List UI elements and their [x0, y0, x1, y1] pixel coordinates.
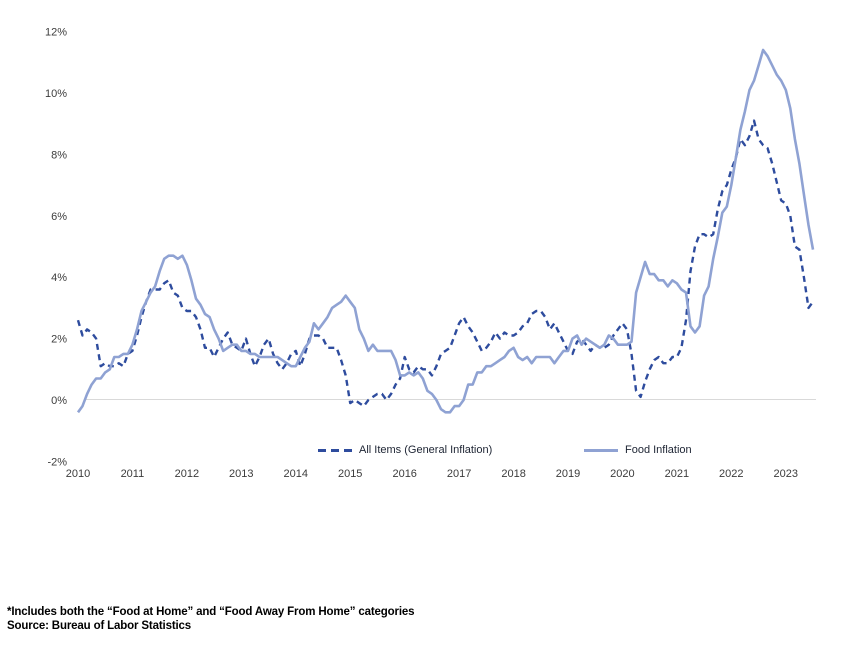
x-axis-tick-label: 2019: [556, 468, 580, 480]
y-axis-tick-label: -2%: [47, 456, 67, 468]
x-axis-tick-label: 2018: [501, 468, 525, 480]
x-axis-tick-label: 2013: [229, 468, 253, 480]
x-axis-tick-label: 2016: [392, 468, 416, 480]
x-axis-tick-label: 2014: [284, 468, 308, 480]
x-axis-tick-label: 2020: [610, 468, 634, 480]
y-axis-tick-label: 6%: [51, 211, 67, 223]
y-axis-tick-label: 0%: [51, 395, 67, 407]
food-solid-line-sample: [584, 448, 618, 452]
x-axis-tick-label: 2015: [338, 468, 362, 480]
y-axis-tick-label: 2%: [51, 334, 67, 346]
y-axis-tick-label: 4%: [51, 272, 67, 284]
inflation-line-chart: -2% 0% 2% 4% 6% 8% 10% 12% 2010 2011 2012 2013 2014 2…: [45, 27, 816, 480]
x-axis-tick-label: 2023: [774, 468, 798, 480]
y-axis-tick-label: 8%: [51, 149, 67, 161]
x-axis-tick-label: 2012: [175, 468, 199, 480]
legend-label-food-inflation: Food Inflation: [625, 444, 692, 456]
food-line: [76, 48, 815, 414]
footnote-categories-note: *Includes both the “Food at Home” and “F…: [7, 606, 415, 618]
x-axis-tick-label: 2017: [447, 468, 471, 480]
x-axis-tick-label: 2010: [66, 468, 90, 480]
footnote-source: Source: Bureau of Labor Statistics: [7, 619, 192, 632]
legend-item-food-inflation: Food Inflation: [584, 444, 692, 456]
footnote: *Includes both the “Food at Home” and “F…: [7, 606, 415, 633]
all-items-line: [76, 119, 814, 408]
y-axis-tick-label: 12%: [45, 27, 67, 39]
all-items-dashed-line-sample: [318, 448, 352, 452]
x-axis-tick-label: 2011: [121, 468, 145, 480]
x-axis-tick-label: 2021: [665, 468, 689, 480]
y-axis-tick-label: 10%: [45, 88, 67, 100]
x-axis-tick-label: 2022: [719, 468, 743, 480]
legend-item-all-items: All Items (General Inflation): [318, 444, 492, 456]
legend-label-all-items: All Items (General Inflation): [359, 444, 493, 456]
